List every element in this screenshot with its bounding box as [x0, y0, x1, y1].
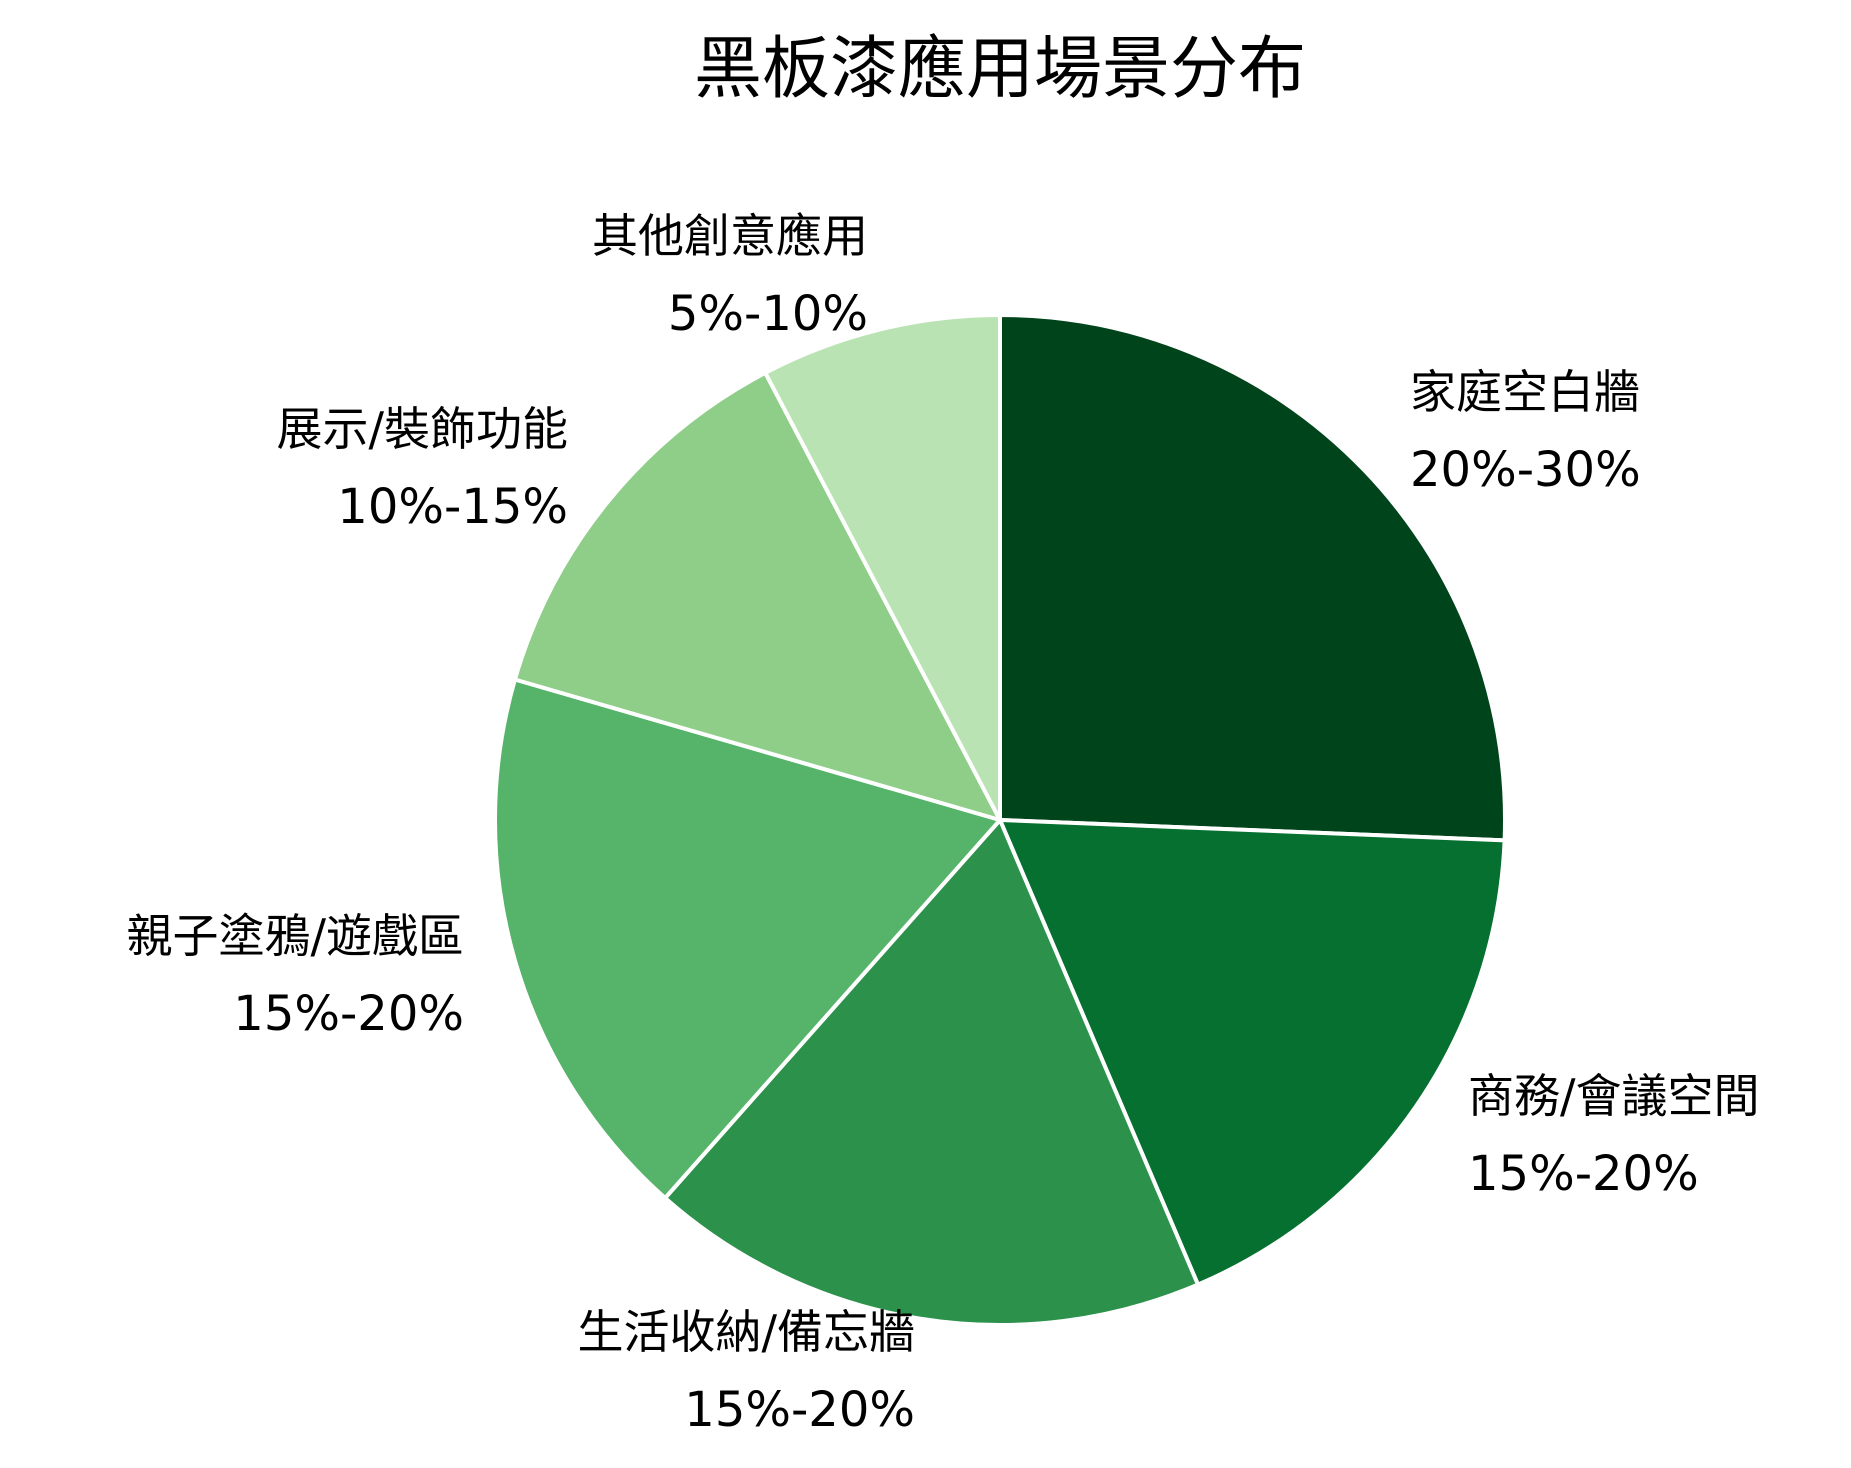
slice-label: 親子塗鴉/遊戲區	[127, 909, 465, 963]
slice-value: 15%-20%	[684, 1382, 915, 1438]
pie-slice	[998, 818, 1507, 1287]
pie-labels: 家庭空白牆 20%-30% 商務/會議空間 15%-20% 生活收納/備忘牆 15%-20…	[127, 209, 1760, 1438]
slice-value: 5%-10%	[668, 286, 868, 342]
pie-slice	[998, 313, 1507, 843]
pie-slice	[512, 370, 1002, 822]
pie-slices	[493, 313, 1507, 1327]
slice-label: 其他創意應用	[592, 209, 868, 263]
slice-label: 展示/裝飾功能	[277, 402, 569, 456]
slice-value: 15%-20%	[1468, 1146, 1699, 1202]
pie-slice	[493, 677, 1002, 1200]
pie-slice	[763, 313, 1002, 822]
slice-value: 15%-20%	[233, 986, 464, 1042]
slice-label: 家庭空白牆	[1410, 365, 1640, 419]
slice-value: 10%-15%	[337, 479, 568, 535]
chart-title: 黑板漆應用場景分布	[694, 30, 1306, 109]
pie-slice	[663, 818, 1200, 1327]
slice-value: 20%-30%	[1410, 442, 1641, 498]
slice-label: 生活收納/備忘牆	[578, 1305, 916, 1359]
slice-label: 商務/會議空間	[1468, 1069, 1760, 1123]
